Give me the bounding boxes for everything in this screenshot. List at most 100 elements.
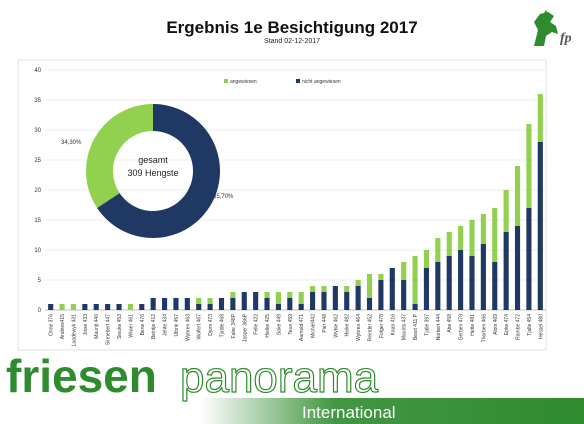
bar-angewiesen — [537, 94, 543, 142]
pie-label-angewiesen: 34,30% — [61, 140, 82, 146]
x-tick-label: Norbert 444 — [436, 314, 442, 341]
legend-swatch-nicht-angewiesen — [296, 79, 300, 83]
brand-bar — [200, 398, 584, 424]
bar-nicht-angewiesen — [355, 286, 361, 310]
bar-angewiesen — [423, 250, 430, 268]
y-tick-label: 25 — [34, 158, 41, 164]
bar-nicht-angewiesen — [218, 298, 225, 310]
bar-nicht-angewiesen — [139, 304, 145, 310]
x-tick-label: Wybren 463 — [185, 314, 191, 341]
donut-chart: gesamt 309 Hengste 34,30% 65,70% — [61, 104, 234, 238]
bar-angewiesen — [207, 298, 213, 304]
logo-letters: fp — [560, 31, 572, 46]
bar-nicht-angewiesen — [310, 292, 316, 310]
bar-nicht-angewiesen — [389, 268, 395, 310]
x-tick-label: Maurijt 440 — [94, 314, 100, 339]
bar-angewiesen — [70, 304, 77, 310]
bar-angewiesen — [127, 304, 133, 310]
x-tick-label: Fabe 348P — [231, 313, 237, 338]
brand-word-friesen: friesen — [6, 350, 157, 402]
x-tick-label: Wolfert 467 — [197, 314, 203, 340]
y-tick-label: 10 — [34, 248, 41, 254]
y-tick-label: 40 — [34, 68, 41, 74]
x-tick-label: Beintje 412 — [151, 314, 157, 339]
x-tick-label: Haike 482 — [345, 314, 351, 337]
x-tick-label: Michiel442 — [311, 314, 317, 338]
bar-angewiesen — [526, 124, 532, 208]
x-tick-label: Epke 474 — [504, 314, 510, 335]
bar-nicht-angewiesen — [366, 298, 373, 310]
x-tick-label: Jehte 434 — [163, 314, 169, 336]
bar-nicht-angewiesen — [230, 298, 236, 310]
x-tick-label: Gerben 479 — [459, 314, 465, 341]
bar-nicht-angewiesen — [253, 292, 259, 310]
bar-angewiesen — [503, 190, 509, 232]
bar-nicht-angewiesen — [401, 280, 407, 310]
bar-nicht-angewiesen — [105, 304, 111, 310]
bar-angewiesen — [378, 274, 384, 280]
brand-word-international: International — [302, 403, 396, 422]
bar-angewiesen — [469, 220, 475, 256]
bar-angewiesen — [344, 286, 350, 292]
x-tick-label: Felle 422 — [254, 314, 260, 335]
bar-nicht-angewiesen — [241, 292, 247, 310]
bar-nicht-angewiesen — [492, 262, 498, 310]
x-tick-label: Aarnold 471 — [299, 314, 305, 341]
x-tick-label: Tjalle 397 — [424, 314, 430, 336]
x-tick-label: Reinder 452 — [368, 314, 374, 341]
pie-slice-angewiesen — [86, 104, 153, 208]
bar-nicht-angewiesen — [423, 268, 430, 310]
bar-angewiesen — [401, 262, 407, 280]
x-tick-label: Rambe 472 — [516, 314, 522, 340]
x-tick-label: Thorben 466 — [481, 314, 487, 343]
x-axis-ticks: Onne 376 Andries415 Loadewyk 431 Jisse 433 M… — [49, 313, 545, 346]
x-tick-label: Tjalle 454 — [527, 314, 533, 336]
x-tick-label: Kaan 416 — [390, 314, 396, 336]
gridlines — [45, 69, 546, 311]
brand-banner: friesen panorama International — [6, 350, 584, 424]
y-tick-label: 0 — [38, 308, 42, 314]
x-tick-label: Maurits 437 — [402, 314, 408, 340]
bar-nicht-angewiesen — [161, 298, 168, 310]
bar-nicht-angewiesen — [82, 304, 88, 310]
bar-series — [48, 94, 543, 310]
bar-angewiesen — [355, 280, 361, 286]
bar-nicht-angewiesen — [480, 244, 486, 310]
x-tick-label: Aloin 469 — [493, 314, 499, 335]
x-tick-label: Sake 449 — [276, 314, 282, 335]
bar-angewiesen — [480, 214, 486, 244]
bar-nicht-angewiesen — [446, 256, 452, 310]
chart-subtitle: Stand 02-12-2017 — [263, 38, 321, 45]
bar-angewiesen — [196, 298, 202, 304]
bar-angewiesen — [264, 292, 270, 298]
bar-nicht-angewiesen — [207, 304, 213, 310]
bar-nicht-angewiesen — [173, 298, 179, 310]
pie-label-nicht-angewiesen: 65,70% — [213, 194, 234, 200]
y-axis-ticks: 0 5 10 15 20 25 30 35 40 — [34, 68, 41, 314]
bar-angewiesen — [275, 292, 281, 304]
bar-nicht-angewiesen — [514, 226, 521, 310]
pie-center-line1: gesamt — [138, 155, 168, 165]
y-tick-label: 20 — [34, 188, 41, 194]
bar-angewiesen — [458, 226, 464, 250]
bar-angewiesen — [310, 286, 316, 292]
x-tick-label: Wiwer 461 — [128, 314, 134, 338]
x-tick-label: Hessel 480 — [538, 314, 544, 339]
pie-center-line2: 309 Hengste — [127, 168, 178, 178]
bar-angewiesen — [435, 238, 441, 262]
bar-nicht-angewiesen — [264, 298, 270, 310]
x-tick-label: Sieuke 453 — [117, 314, 123, 339]
x-tick-label: Hette 481 — [470, 314, 476, 336]
horse-logo-icon: fp — [534, 10, 572, 46]
plot-frame — [17, 59, 547, 351]
x-tick-label: Jisse 433 — [83, 314, 89, 335]
x-tick-label: Djorn 473 — [208, 314, 214, 336]
bar-nicht-angewiesen — [287, 298, 293, 310]
y-tick-label: 35 — [34, 98, 41, 104]
bar-nicht-angewiesen — [412, 304, 418, 310]
bar-nicht-angewiesen — [48, 304, 54, 310]
bar-nicht-angewiesen — [458, 250, 464, 310]
x-tick-label: Abe 458 — [447, 314, 453, 333]
legend-swatch-angewiesen — [224, 79, 228, 83]
